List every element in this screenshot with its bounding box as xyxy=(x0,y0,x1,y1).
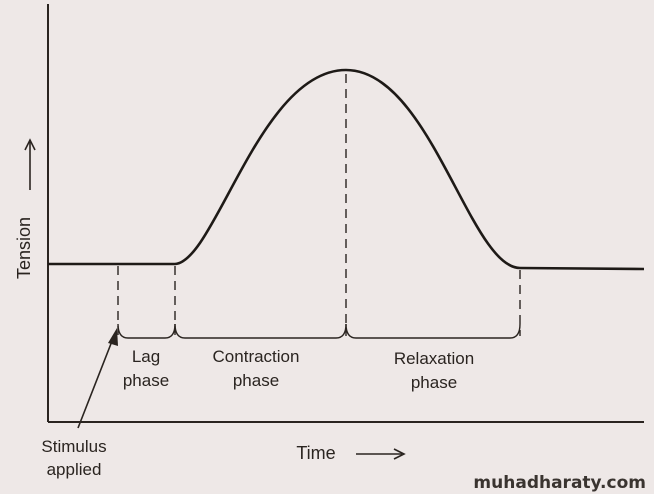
contraction-phase-bracket xyxy=(174,323,347,339)
tension-curve xyxy=(48,68,645,271)
relaxation-phase-label-line1: Relaxation xyxy=(394,349,474,368)
y-axis-arrow-icon xyxy=(24,138,36,190)
x-axis-arrow-icon xyxy=(356,448,406,460)
contraction-phase-label-line1: Contraction xyxy=(213,347,300,366)
lag-phase-label-line1: Lag xyxy=(132,347,160,366)
watermark: muhadharaty.com xyxy=(473,473,646,493)
y-axis-label: Tension xyxy=(14,217,34,279)
relaxation-phase-bracket xyxy=(345,323,521,339)
lag-phase-bracket xyxy=(117,323,176,339)
stimulus-arrow-icon xyxy=(77,328,118,429)
relaxation-phase-label-line2: phase xyxy=(411,373,457,392)
contraction-phase-label-line2: phase xyxy=(233,371,279,390)
stimulus-label-line2: applied xyxy=(47,460,102,479)
x-axis-label: Time xyxy=(296,443,335,463)
lag-phase-label-line2: phase xyxy=(123,371,169,390)
stimulus-label-line1: Stimulus xyxy=(41,437,106,456)
